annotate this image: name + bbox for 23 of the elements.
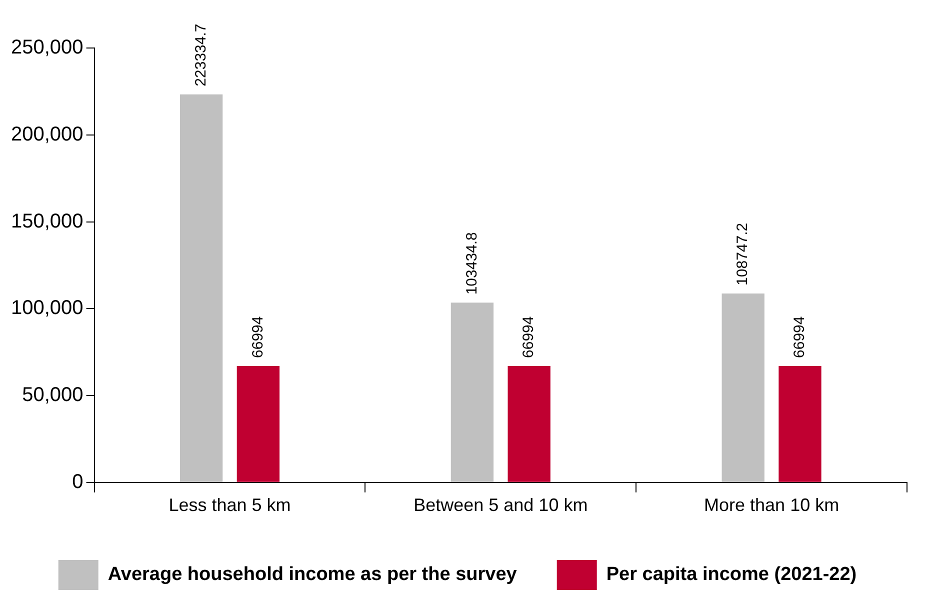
y-tick-label: 250,000 bbox=[11, 36, 84, 59]
bar bbox=[450, 302, 494, 482]
y-tick-label: 200,000 bbox=[11, 123, 84, 146]
y-tick-label: 100,000 bbox=[11, 297, 84, 320]
bar bbox=[180, 94, 223, 482]
data-label: 66994 bbox=[791, 316, 808, 358]
legend-label: Per capita income (2021-22) bbox=[606, 564, 857, 586]
bar bbox=[722, 293, 764, 482]
y-tick-label: 50,000 bbox=[22, 384, 84, 406]
y-tick-label: 150,000 bbox=[11, 210, 84, 232]
data-label: 66994 bbox=[249, 316, 266, 358]
x-tick-label: Between 5 and 10 km bbox=[414, 495, 588, 516]
data-label: 108747.2 bbox=[734, 222, 752, 286]
bar bbox=[778, 366, 822, 482]
x-tick-label: More than 10 km bbox=[704, 495, 840, 516]
data-label: 103434.8 bbox=[463, 232, 480, 295]
x-tick-label: Less than 5 km bbox=[168, 495, 291, 516]
data-label: 66994 bbox=[520, 316, 538, 358]
data-label: 223334.7 bbox=[192, 24, 210, 86]
bar bbox=[236, 366, 280, 482]
legend-label: Average household income as per the survey bbox=[108, 564, 518, 586]
y-tick-label: 0 bbox=[72, 470, 84, 493]
bar bbox=[508, 366, 550, 482]
